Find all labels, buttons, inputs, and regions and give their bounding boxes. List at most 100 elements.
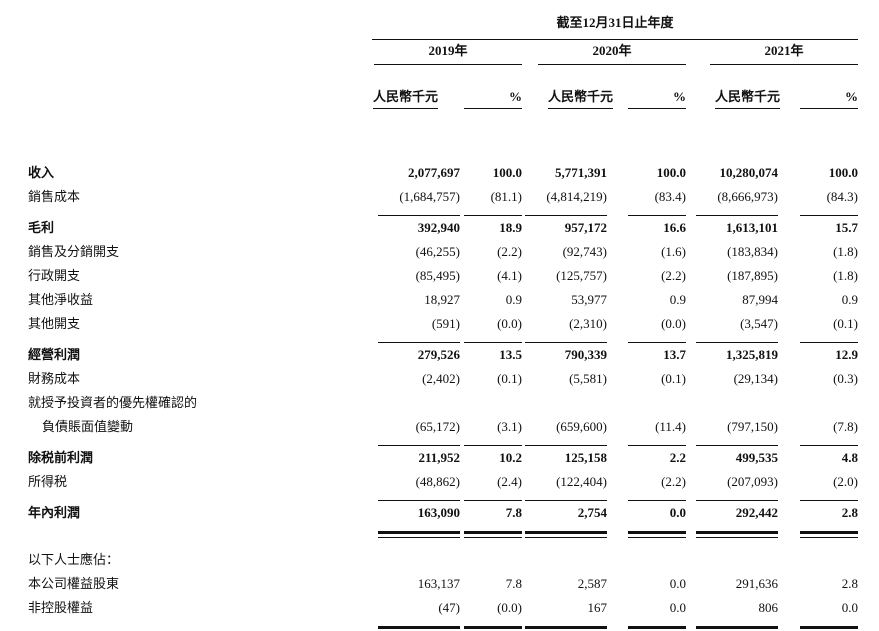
table-row: 以下人士應佔： <box>28 548 879 572</box>
percent-cell-2020: (11.4) <box>655 419 686 434</box>
percent-cell-2020: 2.2 <box>669 450 686 465</box>
amount-cell-2020: (5,581) <box>569 371 607 386</box>
percent-cell-2019: 18.9 <box>499 220 522 235</box>
amount-cell-2019: (47) <box>438 600 460 615</box>
double-rule <box>378 626 460 631</box>
amount-cell-2019: 163,137 <box>417 576 460 591</box>
amount-cell-2020: 790,339 <box>564 347 607 362</box>
table-row: 除税前利潤 211,952 10.2 125,158 2.2 499,535 4… <box>28 446 879 470</box>
amount-cell-2021: 87,994 <box>742 292 778 307</box>
amount-cell-2020: 957,172 <box>564 220 607 235</box>
single-rule-row <box>28 209 879 216</box>
table-row: 所得税 (48,862) (2.4) (122,404) (2.2) (207,… <box>28 470 879 494</box>
double-rule <box>464 626 522 631</box>
percent-cell-2020: (0.1) <box>661 371 686 386</box>
year-header-row: 2019年 2020年 2021年 <box>28 40 879 67</box>
single-rule <box>525 445 607 446</box>
table-row: 負債賬面值變動 (65,172) (3.1) (659,600) (11.4) … <box>28 415 879 439</box>
amount-cell-2021: 806 <box>758 600 779 615</box>
single-rule <box>464 445 522 446</box>
table-row: 毛利 392,940 18.9 957,172 16.6 1,613,101 1… <box>28 216 879 240</box>
percent-cell-2021: (1.8) <box>833 268 858 283</box>
percent-cell-2020: (83.4) <box>654 189 686 204</box>
amount-cell-2019: 279,526 <box>417 347 460 362</box>
amount-cell-2020: (125,757) <box>556 268 607 283</box>
percent-cell-2021: 4.8 <box>841 450 858 465</box>
percent-header-2021: % <box>800 89 858 109</box>
single-rule <box>378 500 460 501</box>
amount-cell-2019: 163,090 <box>417 505 460 520</box>
percent-header-2019: % <box>464 89 522 109</box>
percent-cell-2021: 100.0 <box>828 165 858 180</box>
table-row: 收入 2,077,697 100.0 5,771,391 100.0 10,28… <box>28 161 879 185</box>
period-header: 截至12月31日止年度 <box>372 14 858 40</box>
table-body: 收入 2,077,697 100.0 5,771,391 100.0 10,28… <box>28 161 879 631</box>
amount-cell-2021: 1,325,819 <box>726 347 778 362</box>
double-total-rule-row <box>28 525 879 538</box>
single-rule <box>464 500 522 501</box>
amount-cell-2021: (8,666,973) <box>717 189 778 204</box>
row-label: 行政開支 <box>28 268 81 283</box>
row-label: 財務成本 <box>28 371 81 386</box>
double-rule <box>628 531 686 538</box>
table-row: 銷售及分銷開支 (46,255) (2.2) (92,743) (1.6) (1… <box>28 240 879 264</box>
double-rule <box>525 626 607 631</box>
row-label: 負債賬面值變動 <box>42 419 134 434</box>
percent-cell-2019: (0.0) <box>497 316 522 331</box>
amount-cell-2019: 18,927 <box>424 292 460 307</box>
single-rule <box>696 500 778 501</box>
double-total-rule-row <box>28 620 879 631</box>
table-row: 經營利潤 279,526 13.5 790,339 13.7 1,325,819… <box>28 343 879 367</box>
year-header-2020: 2020年 <box>538 43 686 65</box>
amount-cell-2021: 10,280,074 <box>719 165 779 180</box>
row-label: 所得税 <box>28 474 68 489</box>
row-label: 其他淨收益 <box>28 292 94 307</box>
amount-cell-2019: 2,077,697 <box>408 165 460 180</box>
table-row: 本公司權益股東 163,137 7.8 2,587 0.0 291,636 2.… <box>28 572 879 596</box>
percent-cell-2020: 0.9 <box>669 292 686 307</box>
table-row: 非控股權益 (47) (0.0) 167 0.0 806 0.0 <box>28 596 879 620</box>
row-label: 就授予投資者的優先權確認的 <box>28 395 198 410</box>
percent-cell-2021: (7.8) <box>833 419 858 434</box>
percent-cell-2020: 0.0 <box>669 600 686 615</box>
amount-cell-2019: (2,402) <box>422 371 460 386</box>
amount-cell-2019: 211,952 <box>418 450 460 465</box>
amount-cell-2020: (2,310) <box>569 316 607 331</box>
amount-cell-2021: (797,150) <box>727 419 778 434</box>
percent-cell-2019: (2.4) <box>497 474 522 489</box>
amount-cell-2020: 53,977 <box>571 292 607 307</box>
percent-cell-2019: 7.8 <box>505 576 522 591</box>
amount-cell-2021: (29,134) <box>733 371 778 386</box>
percent-cell-2021: 0.0 <box>841 600 858 615</box>
row-label: 本公司權益股東 <box>28 576 120 591</box>
amount-cell-2020: (92,743) <box>562 244 607 259</box>
single-rule-row <box>28 439 879 446</box>
unit-header-2021: 人民幣千元 <box>715 86 781 109</box>
amount-cell-2020: 2,587 <box>577 576 607 591</box>
percent-cell-2021: (84.3) <box>826 189 858 204</box>
amount-cell-2021: (183,834) <box>727 244 778 259</box>
percent-cell-2020: (2.2) <box>661 474 686 489</box>
percent-cell-2021: (0.3) <box>833 371 858 386</box>
percent-cell-2020: 0.0 <box>669 505 686 520</box>
amount-cell-2019: (591) <box>431 316 460 331</box>
amount-cell-2020: 5,771,391 <box>555 165 607 180</box>
percent-cell-2020: 0.0 <box>669 576 686 591</box>
percent-cell-2019: 100.0 <box>492 165 522 180</box>
amount-cell-2021: 1,613,101 <box>726 220 778 235</box>
percent-cell-2020: 100.0 <box>656 165 686 180</box>
single-rule <box>696 445 778 446</box>
percent-cell-2019: 13.5 <box>499 347 522 362</box>
row-label: 年內利潤 <box>28 505 81 520</box>
amount-cell-2020: 167 <box>587 600 608 615</box>
percent-cell-2020: 13.7 <box>663 347 686 362</box>
unit-header-2019: 人民幣千元 <box>373 86 439 109</box>
double-rule <box>696 626 778 631</box>
double-rule <box>378 531 460 538</box>
percent-cell-2020: (2.2) <box>661 268 686 283</box>
amount-cell-2020: (4,814,219) <box>546 189 607 204</box>
amount-cell-2020: (122,404) <box>556 474 607 489</box>
row-label: 毛利 <box>28 220 55 235</box>
single-rule <box>464 215 522 216</box>
percent-cell-2019: 10.2 <box>499 450 522 465</box>
